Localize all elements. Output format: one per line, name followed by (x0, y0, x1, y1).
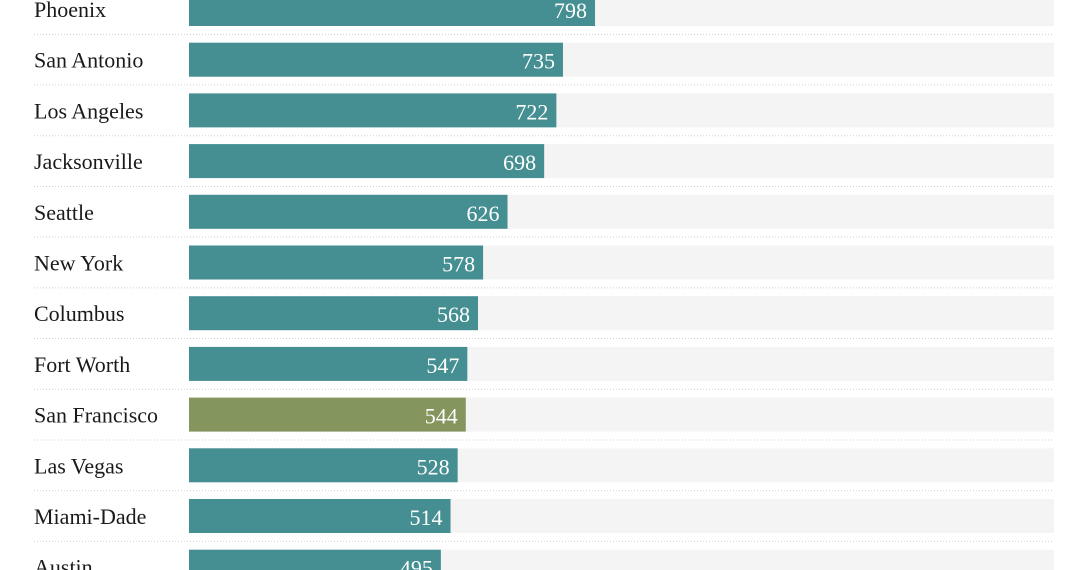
bar-columbus (189, 296, 479, 331)
value-label: 626 (467, 201, 500, 226)
category-label: Columbus (34, 301, 124, 326)
category-label: New York (34, 251, 123, 276)
bar-san-antonio (189, 42, 563, 77)
value-label: 798 (554, 0, 587, 23)
category-label: Austin (34, 555, 93, 570)
category-label: Los Angeles (34, 98, 143, 123)
bar-phoenix (189, 0, 596, 26)
bar-seattle (189, 194, 508, 229)
bar-new-york (189, 245, 484, 280)
category-label: Phoenix (34, 0, 106, 22)
value-label: 547 (426, 353, 459, 378)
category-label: Seattle (34, 200, 94, 225)
bar-las-vegas (189, 448, 458, 483)
category-label: Miami-Dade (34, 504, 146, 529)
category-label: San Francisco (34, 403, 158, 428)
value-label: 495 (400, 556, 433, 570)
value-label: 722 (515, 99, 548, 124)
category-label: Las Vegas (34, 453, 123, 478)
category-label: San Antonio (34, 48, 143, 73)
value-label: 514 (410, 505, 443, 530)
bar-austin (189, 549, 441, 570)
category-label: Fort Worth (34, 352, 130, 377)
bar-jacksonville (189, 144, 545, 179)
bar-los-angeles (189, 93, 557, 128)
category-label: Jacksonville (34, 149, 143, 174)
bar-san-francisco (189, 397, 466, 432)
bar-fort-worth (189, 346, 468, 381)
value-label: 578 (442, 252, 475, 277)
value-label: 528 (417, 454, 450, 479)
value-label: 544 (425, 404, 458, 429)
bar-miami-dade (189, 499, 451, 533)
value-label: 735 (522, 49, 555, 74)
value-label: 698 (503, 150, 536, 175)
chart-rows: Phoenix 798 San Antonio 735 Los Angeles 722 Ja… (34, 0, 1054, 570)
value-label: 568 (437, 302, 470, 327)
